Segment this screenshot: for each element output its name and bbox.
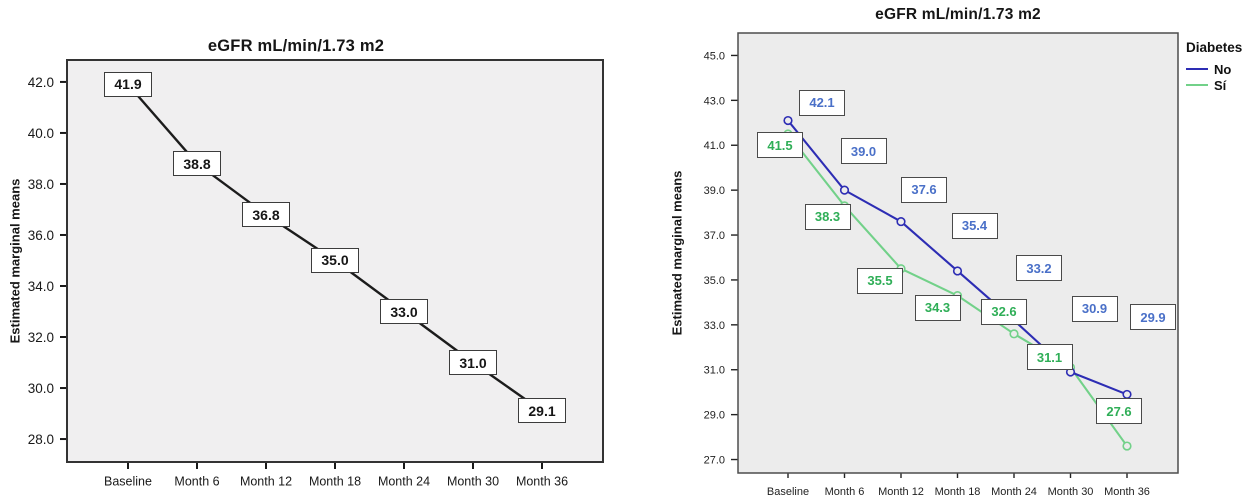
right-marker-no	[896, 216, 906, 227]
left-y-tick-label: 32.0	[28, 330, 54, 345]
right-marker-s-	[952, 291, 963, 301]
right-y-tick-label: 35.0	[704, 275, 725, 287]
left-y-tick-label: 42.0	[28, 75, 54, 90]
left-x-tick-label: Month 30	[447, 475, 499, 489]
right-x-tick-label: Month 24	[991, 486, 1037, 498]
legend-item-label: No	[1214, 61, 1232, 77]
left-x-tick-label: Month 36	[516, 475, 568, 489]
right-marker-s-	[1122, 441, 1132, 451]
left-y-tick-label: 34.0	[28, 279, 54, 294]
left-plot-border	[66, 59, 604, 463]
right-y-tick-label: 31.0	[704, 365, 725, 377]
right-marker-s-	[896, 264, 906, 274]
right-chart-title: eGFR mL/min/1.73 m2	[875, 6, 1041, 23]
right-plot-background	[738, 33, 1178, 473]
left-x-tick-label: Month 6	[174, 475, 219, 489]
right-marker-no	[1122, 389, 1132, 400]
right-y-tick-label: 41.0	[704, 140, 725, 152]
left-y-tick-label: 36.0	[28, 228, 54, 243]
right-x-tick-label: Month 30	[1048, 486, 1094, 498]
left-y-axis-title: Estimated marginal means	[7, 178, 23, 344]
right-y-tick-label: 43.0	[704, 95, 725, 107]
legend-items: No Sí	[1186, 61, 1242, 93]
right-plot-border	[737, 32, 1179, 474]
left-y-tick-label: 38.0	[28, 177, 54, 192]
legend-item-label: Sí	[1214, 77, 1227, 93]
right-marker-no	[1065, 367, 1076, 377]
right-marker-no	[839, 185, 850, 195]
left-y-tick-label: 40.0	[28, 126, 54, 141]
right-marker-s-	[839, 201, 850, 211]
left-x-tick-label: Month 24	[378, 475, 430, 489]
right-marker-no	[952, 266, 963, 276]
right-y-tick-label: 33.0	[704, 320, 725, 332]
right-x-tick-label: Month 36	[1104, 486, 1150, 498]
legend-item-s-: Sí	[1186, 77, 1242, 93]
left-x-tick-label: Baseline	[104, 475, 152, 489]
right-x-tick-label: Month 12	[878, 486, 924, 498]
diabetes-legend: Diabetes No Sí	[1186, 40, 1242, 93]
left-x-tick-label: Month 18	[309, 475, 361, 489]
right-x-tick-label: Month 6	[825, 486, 865, 498]
right-marker-no	[783, 115, 793, 126]
right-y-tick-label: 29.0	[704, 410, 725, 422]
right-y-tick-label: 27.0	[704, 454, 725, 466]
right-x-tick-label: Month 18	[935, 486, 981, 498]
right-x-tick-label: Baseline	[767, 486, 809, 498]
left-y-tick-label: 28.0	[28, 432, 54, 447]
right-y-tick-label: 45.0	[704, 50, 725, 62]
right-y-axis-title: Estimated marginal means	[669, 170, 685, 336]
left-chart-title: eGFR mL/min/1.73 m2	[207, 37, 385, 55]
legend-item-no: No	[1186, 61, 1242, 77]
legend-swatch-line	[1186, 83, 1208, 87]
right-marker-s-	[1009, 329, 1019, 339]
right-y-tick-label: 37.0	[704, 230, 725, 242]
right-marker-no	[1009, 315, 1019, 325]
legend-swatch-line	[1186, 67, 1208, 71]
left-y-tick-label: 30.0	[28, 381, 54, 396]
left-x-tick-label: Month 12	[240, 475, 292, 489]
right-marker-s-	[783, 129, 793, 139]
right-y-tick-label: 39.0	[704, 185, 725, 197]
legend-title: Diabetes	[1186, 40, 1243, 55]
